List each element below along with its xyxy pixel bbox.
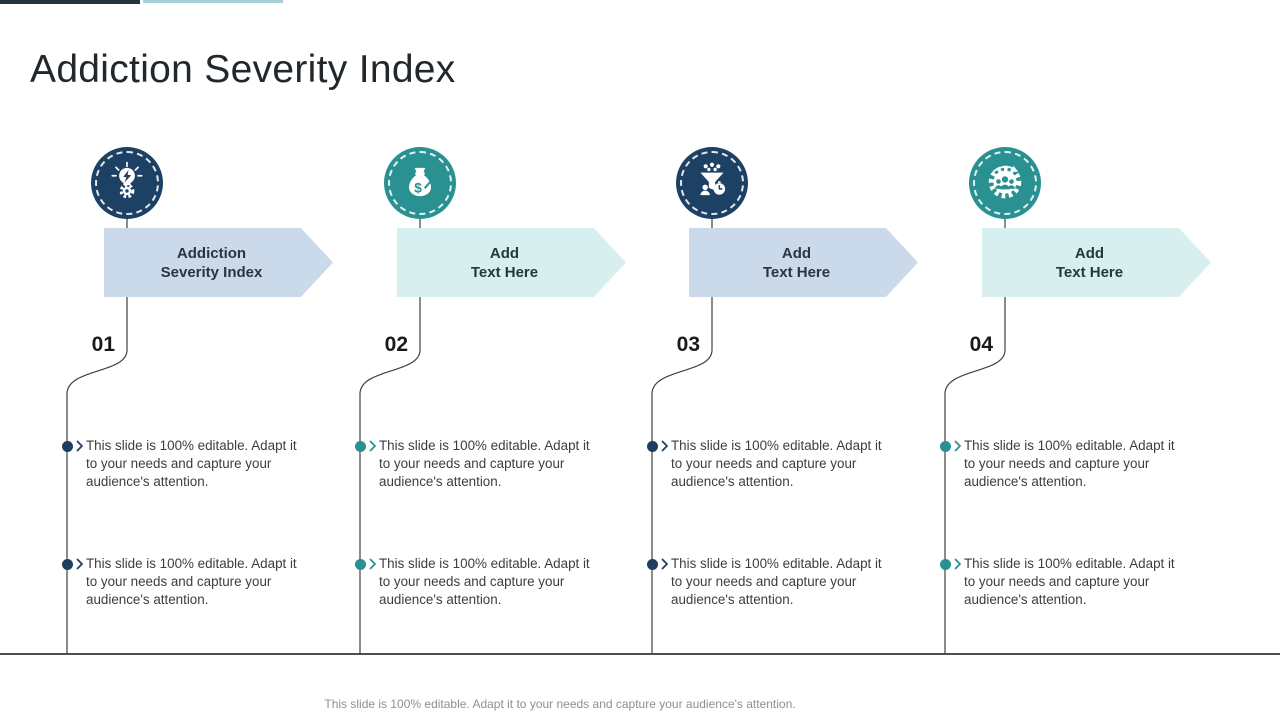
bullet-chevron-icon <box>661 440 668 452</box>
step1-banner[interactable]: Addiction Severity Index <box>104 228 333 297</box>
page-title[interactable]: Addiction Severity Index <box>30 48 456 92</box>
footer-divider <box>0 653 1280 655</box>
accent-bar-dark <box>0 0 140 4</box>
step4-bullet-1[interactable]: This slide is 100% editable. Adapt it to… <box>964 438 1175 489</box>
step2-banner[interactable]: Add Text Here <box>397 228 626 297</box>
footer-note: This slide is 100% editable. Adapt it to… <box>324 697 796 711</box>
accent-bar-teal <box>143 0 283 3</box>
step3-bullet-1[interactable]: This slide is 100% editable. Adapt it to… <box>671 438 882 489</box>
step2-number: 02 <box>384 333 408 356</box>
bullet-chevron-icon <box>369 558 376 570</box>
step1-bullet-1[interactable]: This slide is 100% editable. Adapt it to… <box>86 438 297 489</box>
step3-banner[interactable]: Add Text Here <box>689 228 918 297</box>
bullet-dot-icon <box>61 558 73 570</box>
step1-number: 01 <box>91 333 115 356</box>
step3-bullet-2[interactable]: This slide is 100% editable. Adapt it to… <box>671 556 882 607</box>
bullet-chevron-icon <box>954 558 961 570</box>
bullet-dot-icon <box>354 558 366 570</box>
gear-team-icon <box>984 160 1026 207</box>
step4-circle <box>969 147 1041 219</box>
bullet-dot-icon <box>646 558 658 570</box>
bullet-chevron-icon <box>369 440 376 452</box>
bullet-chevron-icon <box>76 558 83 570</box>
bullet-chevron-icon <box>76 440 83 452</box>
step2-bullet-2[interactable]: This slide is 100% editable. Adapt it to… <box>379 556 590 607</box>
step4-number: 04 <box>969 333 993 356</box>
step3-circle <box>676 147 748 219</box>
step2-circle: $ <box>384 147 456 219</box>
step3-number: 03 <box>676 333 700 356</box>
bullet-dot-icon <box>354 440 366 452</box>
step2-bullet-1[interactable]: This slide is 100% editable. Adapt it to… <box>379 438 590 489</box>
money-bag-icon: $ <box>399 160 441 207</box>
step1-circle <box>91 147 163 219</box>
bullet-dot-icon <box>61 440 73 452</box>
funnel-clock-icon <box>691 160 733 207</box>
bullet-dot-icon <box>646 440 658 452</box>
bullet-chevron-icon <box>661 558 668 570</box>
step4-bullet-2[interactable]: This slide is 100% editable. Adapt it to… <box>964 556 1175 607</box>
step4-banner[interactable]: Add Text Here <box>982 228 1211 297</box>
step1-bullet-2[interactable]: This slide is 100% editable. Adapt it to… <box>86 556 297 607</box>
bullet-chevron-icon <box>954 440 961 452</box>
bullet-dot-icon <box>939 440 951 452</box>
svg-text:$: $ <box>414 180 422 195</box>
bullet-dot-icon <box>939 558 951 570</box>
idea-bulb-gear-icon <box>106 160 148 207</box>
